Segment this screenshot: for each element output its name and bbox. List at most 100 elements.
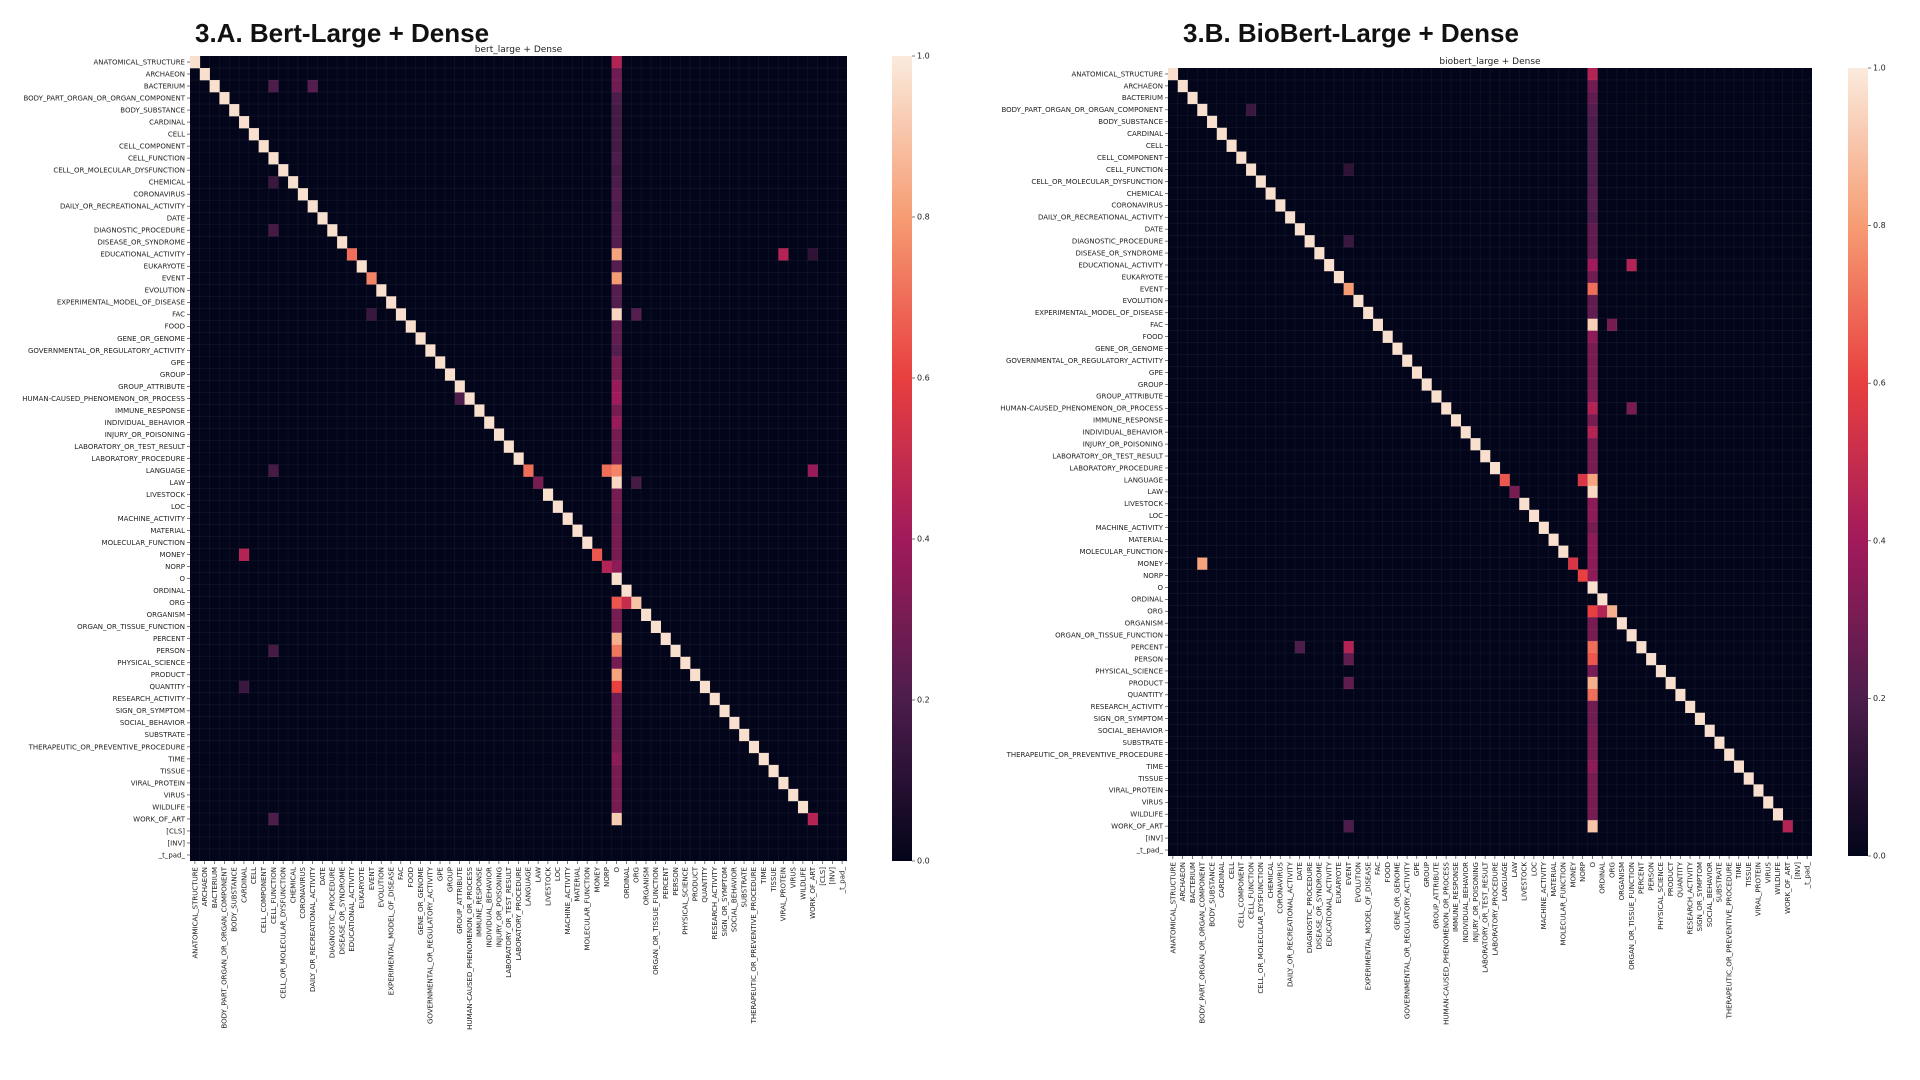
hm0-row-label: LABORATORY_PROCEDURE	[91, 455, 185, 463]
hm0-cell	[748, 740, 760, 754]
hm1-row-label: FAC	[1150, 321, 1163, 329]
hm1-cell	[1538, 521, 1549, 534]
hm1-col-label: CARDINAL	[1218, 862, 1226, 898]
hm0-cell	[288, 176, 299, 189]
hm0-chart: bert_large + DenseANATOMICAL_STRUCTUREAR…	[22, 45, 930, 1030]
hm0-cell	[807, 464, 818, 477]
hm1-row-label: GPE	[1149, 369, 1163, 377]
hm1-row-label: IMMUNE_RESPONSE	[1093, 417, 1163, 425]
hm0-cell	[611, 80, 622, 93]
hm0-cell	[611, 308, 622, 321]
hm1-col-label: HUMAN-CAUSED_PHENOMENON_OR_PROCESS	[1442, 861, 1450, 1024]
hm1-col-label: TIME	[1735, 862, 1743, 880]
hm0-col-label: MOLECULAR_FUNCTION	[584, 867, 592, 950]
hm0-cell	[611, 140, 622, 153]
hm1-cell	[1587, 270, 1598, 284]
hm0-row-label: ARCHAEON	[146, 70, 185, 78]
hm0-cell	[621, 584, 632, 597]
hm1-col-label: DISEASE_OR_SYNDROME	[1316, 862, 1324, 950]
hm1-col-label: CHEMICAL	[1267, 862, 1275, 898]
hm1-row-label: LIVESTOCK	[1124, 500, 1163, 508]
hm0-cell	[611, 392, 622, 405]
hm0-row-label: SIGN_OR_SYMPTOM	[116, 707, 185, 715]
hm1-cell	[1587, 641, 1598, 654]
hm1-cell	[1587, 712, 1598, 725]
hm0-cell	[611, 188, 622, 201]
hm0-cell	[611, 548, 622, 561]
hm0-col-label: DATE	[319, 867, 327, 885]
hm0-cell	[611, 236, 622, 249]
hm0-cell	[611, 212, 622, 225]
hm0-cell	[611, 92, 622, 105]
hm1-row-label: MOLECULAR_FUNCTION	[1080, 548, 1163, 556]
hm1-row-label: ARCHAEON	[1124, 82, 1163, 90]
hm1-cell	[1587, 151, 1598, 164]
hm0-row-label: MACHINE_ACTIVITY	[118, 515, 186, 523]
hm1-cell	[1694, 712, 1705, 725]
hm1-row-label: CORONAVIRUS	[1111, 202, 1163, 210]
hm0-row-label: VIRUS	[164, 791, 186, 799]
hm1-cell	[1587, 688, 1598, 702]
hm1-cell	[1392, 342, 1403, 355]
hm1-row-label: RESEARCH_ACTIVITY	[1091, 703, 1164, 711]
hm1-cell	[1587, 509, 1598, 522]
hm1-colorbar-label: 0.0	[1873, 852, 1886, 861]
hm0-col-label: ANATOMICAL_STRUCTURE	[191, 867, 199, 959]
hm1-cell	[1733, 760, 1744, 773]
hm1-row-label: DISEASE_OR_SYNDROME	[1075, 249, 1163, 257]
hm0-cell	[611, 704, 622, 718]
hm0-cell	[582, 536, 593, 549]
hm0-cell	[611, 812, 622, 826]
hm1-row-label: VIRUS	[1142, 799, 1164, 807]
hm0-cell	[611, 800, 622, 814]
hm1-cell	[1402, 354, 1413, 367]
hm0-cell	[219, 92, 230, 105]
hm0-col-label: MONEY	[593, 866, 601, 892]
hm0-col-label: INJURY_OR_POISONING	[495, 867, 503, 947]
hm1-colorbar-label: 0.6	[1873, 379, 1886, 388]
hm1-row-label: ORGANISM	[1125, 620, 1163, 628]
hm0-row-label: WORK_OF_ART	[133, 815, 186, 823]
hm0-row-label: CELL	[168, 130, 185, 138]
hm0-cell	[611, 776, 622, 790]
hm0-col-label: IMMUNE_RESPONSE	[476, 867, 484, 937]
hm0-colorbar-label: 0.0	[917, 857, 930, 866]
hm0-col-label: GROUP_ATTRIBUTE	[456, 867, 464, 934]
hm1-col-label: EXPERIMENTAL_MODEL_OF_DISEASE	[1364, 862, 1372, 990]
hm0-cell	[356, 260, 367, 273]
hm0-row-label: GPE	[171, 359, 185, 367]
hm0-cell	[631, 308, 642, 321]
hm0-cell	[807, 812, 818, 826]
hm0-cell	[493, 428, 505, 441]
hm1-cell	[1587, 79, 1598, 93]
hm0-row-label: EDUCATIONAL_ACTIVITY	[100, 251, 185, 259]
hm1-col-label: CELL_FUNCTION	[1247, 862, 1255, 919]
hm1-cell	[1285, 211, 1296, 224]
hm0-cell	[435, 356, 446, 369]
hm1-row-label: EVOLUTION	[1123, 297, 1163, 305]
hm0-cell	[562, 512, 573, 525]
hm1-row-label: SIGN_OR_SYMPTOM	[1094, 715, 1163, 723]
hm1-cell	[1363, 306, 1374, 320]
hm0-row-label: GROUP_ATTRIBUTE	[118, 383, 185, 391]
hm1-cell	[1587, 199, 1598, 212]
hm1-cell	[1587, 103, 1598, 117]
hm0-row-label: DAILY_OR_RECREATIONAL_ACTIVITY	[60, 203, 186, 211]
hm1-cell	[1177, 79, 1188, 93]
hm1-cell	[1343, 820, 1354, 833]
hm1-col-label: ARCHAEON	[1179, 862, 1187, 901]
hm1-cell	[1587, 617, 1598, 630]
hm1-cell	[1343, 163, 1354, 176]
hm1-cell	[1197, 103, 1208, 117]
hm1-col-label: INDIVIDUAL_BEHAVIOR	[1462, 862, 1470, 943]
hm1-cell	[1685, 700, 1696, 714]
hm0-cell	[239, 548, 250, 561]
hm0-cell	[611, 152, 622, 165]
hm1-row-label: CHEMICAL	[1127, 190, 1163, 198]
hm1-cell	[1587, 450, 1598, 463]
hm0-col-label: DAILY_OR_RECREATIONAL_ACTIVITY	[309, 866, 317, 992]
hm1-col-label: PERCENT	[1638, 861, 1646, 894]
hm0-col-label: EXPERIMENTAL_MODEL_OF_DISEASE	[387, 867, 395, 995]
hm1-cell	[1587, 330, 1598, 343]
hm0-cell	[454, 380, 465, 393]
